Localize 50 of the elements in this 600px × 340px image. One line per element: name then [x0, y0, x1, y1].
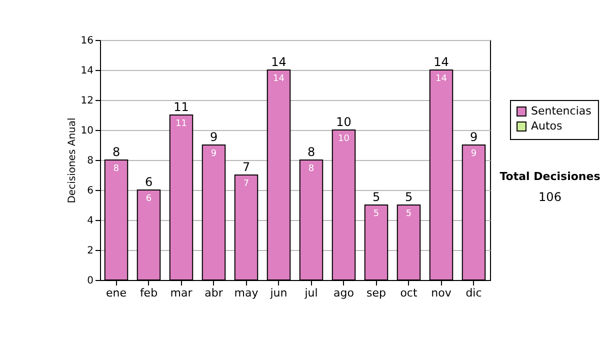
data-label: 6 — [146, 194, 152, 204]
x-tick-label: ago — [334, 286, 354, 300]
x-tick-label: dic — [466, 286, 482, 300]
legend-label: Sentencias — [531, 104, 592, 118]
text: 106 — [538, 190, 562, 204]
x-tick-label: ene — [106, 286, 127, 300]
total-label: 14 — [434, 55, 449, 69]
data-label: 11 — [176, 119, 187, 129]
x-tick-label: jun — [269, 286, 288, 300]
y-tick-label: 4 — [87, 216, 94, 226]
y-tick-label: 12 — [80, 96, 94, 106]
x-tick-label: jul — [304, 286, 318, 300]
total-label: 8 — [112, 145, 120, 159]
x-tick-label: oct — [400, 286, 418, 300]
y-tick-label: 16 — [80, 36, 94, 46]
data-label: 14 — [273, 74, 285, 84]
y-tick-label: 14 — [80, 66, 94, 76]
total-label: 9 — [210, 130, 218, 144]
y-tick-label: 2 — [87, 246, 94, 256]
total-label: 5 — [404, 190, 413, 204]
x-tick-label: feb — [140, 286, 158, 300]
data-label: 7 — [243, 179, 250, 189]
total-label: 7 — [242, 160, 250, 174]
x-tick-label: mar — [170, 286, 193, 300]
total-label: 10 — [336, 115, 352, 129]
total-label: 6 — [144, 175, 153, 189]
y-tick-label: 10 — [80, 126, 94, 136]
data-label: 8 — [113, 164, 120, 174]
text: Total Decisiones — [500, 170, 600, 183]
data-label: 5 — [406, 209, 412, 219]
data-label: 9 — [210, 149, 217, 159]
total-label: 9 — [470, 130, 478, 144]
total-label: 14 — [271, 55, 286, 69]
data-label: 5 — [373, 209, 380, 219]
total-label: 5 — [372, 190, 380, 204]
y-axis-title: Decisiones Anual — [66, 118, 78, 204]
data-label: 14 — [436, 74, 448, 84]
y-tick-label: 8 — [87, 156, 94, 166]
x-tick-label: abr — [204, 286, 224, 300]
total-label: 8 — [307, 145, 316, 159]
x-tick-label: nov — [431, 286, 452, 300]
x-tick-label: may — [234, 286, 259, 300]
y-tick-label: 6 — [87, 186, 94, 196]
legend-label: Autos — [531, 120, 563, 132]
data-label: 10 — [338, 134, 350, 144]
data-label: 8 — [308, 164, 314, 174]
x-tick-label: sep — [366, 286, 386, 300]
data-label: 9 — [470, 149, 477, 159]
y-tick-label: 0 — [87, 276, 94, 286]
total-label: 11 — [174, 100, 189, 114]
